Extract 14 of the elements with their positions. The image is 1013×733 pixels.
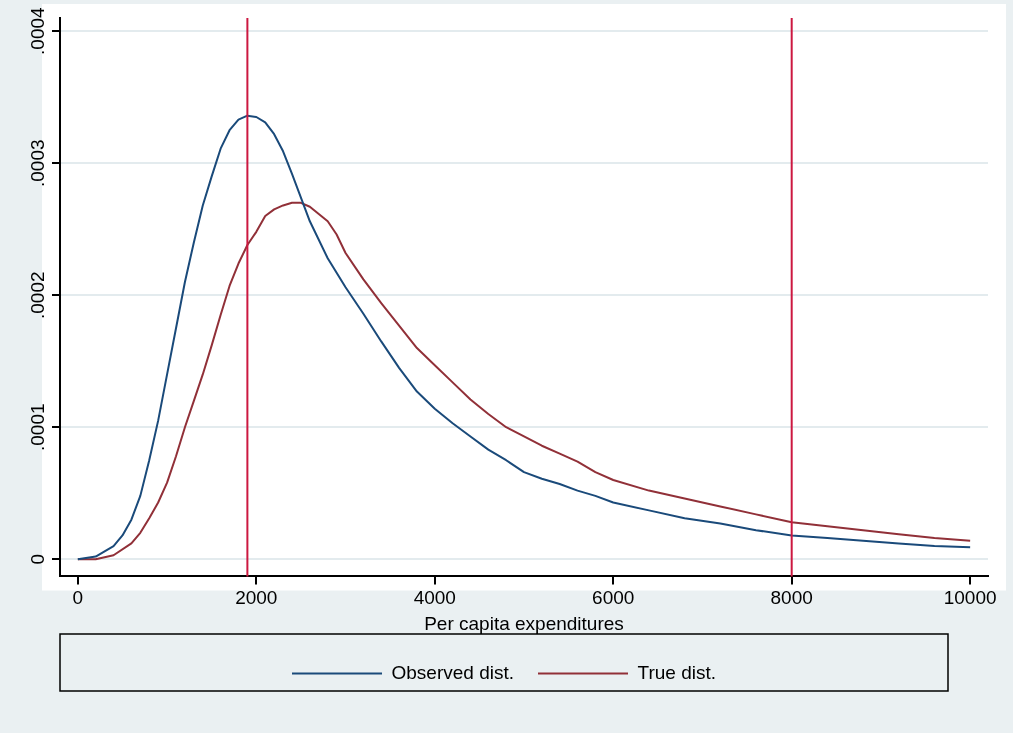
x-tick-label: 10000 — [943, 587, 997, 609]
x-tick-label: 4000 — [413, 587, 456, 609]
y-tick-label: 0 — [26, 553, 48, 565]
x-tick-label: 8000 — [770, 587, 813, 609]
x-tick-label: 6000 — [592, 587, 635, 609]
legend-label: True dist. — [637, 661, 717, 683]
x-axis-title: Per capita expenditures — [424, 612, 624, 634]
y-tick-label: .0004 — [26, 6, 48, 55]
y-tick-label: .0002 — [26, 271, 48, 319]
legend-label: Observed dist. — [391, 661, 515, 683]
y-tick-label: .0003 — [26, 139, 48, 187]
x-tick-label: 0 — [72, 587, 84, 609]
y-tick-label: .0001 — [26, 403, 48, 451]
x-tick-label: 2000 — [235, 587, 278, 609]
